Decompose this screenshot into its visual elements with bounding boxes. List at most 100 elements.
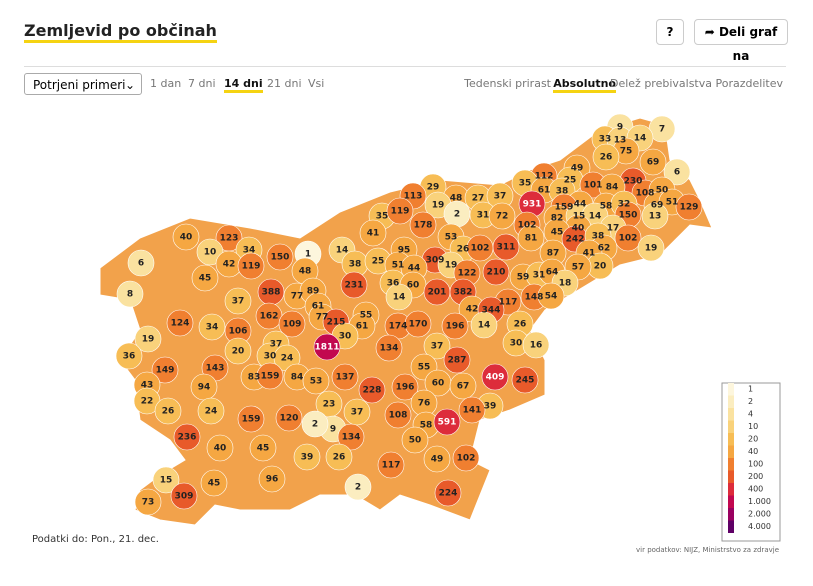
tab[interactable]: 1 dan — [150, 77, 182, 90]
municipality-label: 102 — [457, 454, 476, 464]
municipality-label: 196 — [396, 383, 415, 393]
municipality-label: 162 — [260, 312, 279, 322]
tab[interactable]: 14 dni — [224, 77, 263, 93]
municipality-label: 23 — [323, 400, 336, 410]
municipality-label: 7 — [659, 125, 665, 135]
legend-swatch — [728, 408, 734, 421]
municipality — [278, 310, 306, 338]
municipality — [537, 282, 565, 310]
municipality-label: 137 — [336, 373, 355, 383]
municipality-label: 120 — [280, 414, 299, 424]
municipality-label: 591 — [438, 418, 457, 428]
municipality-label: 141 — [463, 406, 482, 416]
tab[interactable]: Vsi — [308, 77, 325, 90]
municipality-label: 41 — [367, 229, 380, 239]
municipality-label: 20 — [232, 347, 245, 357]
municipality-label: 39 — [484, 402, 497, 412]
tab[interactable]: Porazdelitev — [715, 77, 783, 90]
municipality — [197, 397, 225, 425]
municipality — [325, 443, 353, 471]
municipality-label: 55 — [418, 363, 431, 373]
municipality-label: 75 — [620, 147, 633, 157]
municipality-label: 108 — [636, 189, 655, 199]
municipality-label: 58 — [600, 202, 613, 212]
municipality-label: 45 — [208, 479, 221, 489]
municipality-label: 44 — [408, 264, 421, 274]
municipality-label: 102 — [619, 234, 638, 244]
municipality — [385, 283, 413, 311]
municipality-label: 87 — [547, 249, 560, 259]
municipality-label: 61 — [356, 322, 369, 332]
municipality-label: 231 — [345, 281, 364, 291]
tab[interactable]: Delež prebivalstva — [609, 77, 712, 90]
municipality — [488, 202, 516, 230]
municipality-label: 37 — [431, 342, 444, 352]
municipality-label: 18 — [559, 279, 572, 289]
municipality-label: 2 — [355, 483, 361, 493]
municipality — [115, 342, 143, 370]
municipality-label: 388 — [262, 288, 281, 298]
municipality — [409, 211, 437, 239]
municipality-label: 106 — [229, 327, 248, 337]
municipality — [423, 332, 451, 360]
municipality-label: 26 — [333, 453, 346, 463]
municipality-label: 196 — [446, 322, 465, 332]
legend-label: 40 — [748, 447, 758, 456]
municipality — [196, 238, 224, 266]
municipality-label: 409 — [486, 373, 505, 383]
municipality-label: 112 — [535, 172, 554, 182]
municipality-label: 109 — [283, 320, 302, 330]
municipality — [302, 367, 330, 395]
municipality-label: 15 — [160, 476, 173, 486]
municipality-label: 29 — [427, 183, 440, 193]
legend-label: 4.000 — [748, 522, 771, 531]
municipality-label: 58 — [420, 421, 433, 431]
municipality — [481, 363, 509, 391]
municipality-label: 148 — [525, 293, 544, 303]
municipality-label: 72 — [496, 212, 509, 222]
municipality — [343, 398, 371, 426]
municipality-label: 60 — [432, 379, 445, 389]
municipality — [256, 362, 284, 390]
tab[interactable]: 21 dni — [267, 77, 302, 90]
municipality-label: 101 — [584, 181, 603, 191]
municipality-label: 309 — [175, 492, 194, 502]
municipality — [249, 434, 277, 462]
tab[interactable]: Tedenski prirast — [464, 77, 551, 90]
municipality-label: 35 — [519, 179, 532, 189]
municipality-label: 129 — [680, 203, 699, 213]
municipality — [375, 334, 403, 362]
municipality-label: 19 — [432, 201, 445, 211]
municipality-label: 40 — [180, 233, 193, 243]
municipality-label: 108 — [389, 411, 408, 421]
municipality — [134, 325, 162, 353]
municipality — [386, 197, 414, 225]
municipality-label: 54 — [545, 292, 558, 302]
date-note: Podatki do: Pon., 21. dec. — [32, 534, 159, 545]
share-button[interactable]: ➦ Deli graf na — [694, 19, 788, 63]
measure-select[interactable]: Potrjeni primeri ⌄ — [24, 73, 142, 95]
legend-label: 2.000 — [748, 510, 771, 519]
municipality-label: 150 — [619, 211, 638, 221]
municipality — [443, 346, 471, 374]
tab[interactable]: Absolutno — [553, 77, 616, 93]
municipality-label: 215 — [327, 318, 346, 328]
municipality-label: 25 — [372, 257, 385, 267]
legend-label: 10 — [748, 422, 758, 431]
municipality — [639, 148, 667, 176]
tab[interactable]: 7 dni — [188, 77, 216, 90]
municipality-label: 42 — [466, 305, 479, 315]
help-button[interactable]: ? — [656, 19, 684, 45]
municipality-label: 26 — [457, 245, 470, 255]
municipality — [337, 423, 365, 451]
municipality-label: 14 — [336, 246, 349, 256]
municipality-label: 123 — [220, 234, 239, 244]
municipality-label: 27 — [472, 194, 485, 204]
municipality-label: 2 — [312, 420, 318, 430]
municipality-label: 81 — [525, 234, 538, 244]
municipality — [206, 434, 234, 462]
municipality-label: 51 — [666, 198, 679, 208]
municipality — [434, 479, 462, 507]
source-note: vir podatkov: NIJZ, Ministrstvo za zdrav… — [636, 546, 779, 554]
